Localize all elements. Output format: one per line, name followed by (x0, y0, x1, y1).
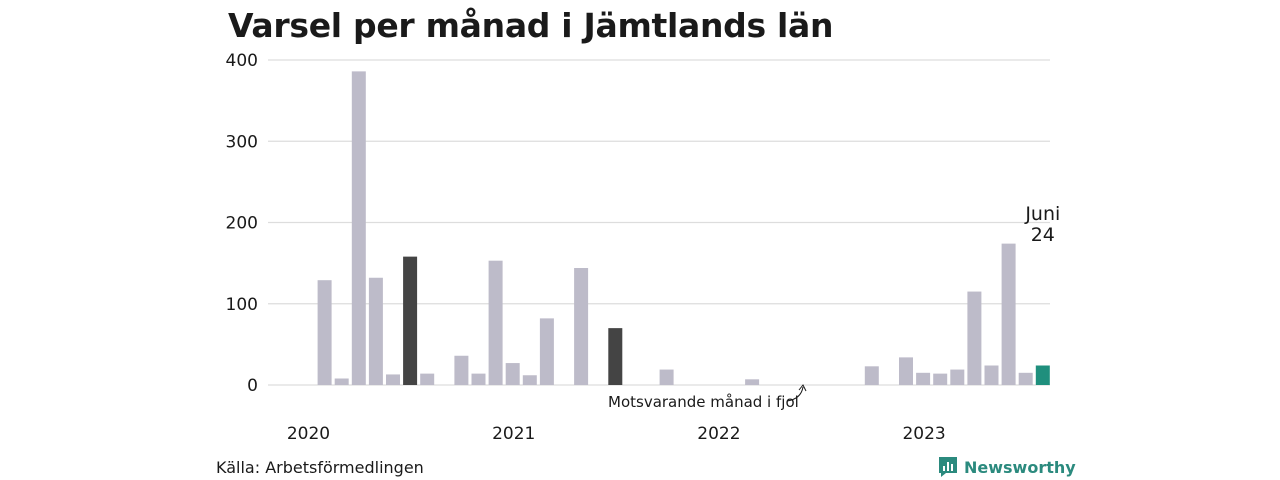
bar (351, 71, 366, 385)
bar (317, 280, 332, 385)
bar (899, 357, 913, 385)
grid-lines (268, 59, 1050, 386)
y-tick-label: 300 (226, 132, 258, 152)
bar (967, 291, 982, 385)
bar (933, 373, 948, 385)
bar (539, 318, 554, 385)
bar (950, 369, 965, 385)
bar (488, 260, 503, 385)
y-tick-label: 100 (226, 295, 258, 315)
bar (1001, 243, 1016, 385)
y-axis-ticks: 0 100 200 300 400 (226, 51, 258, 396)
y-tick-label: 400 (226, 51, 258, 71)
bar (659, 369, 674, 385)
same-month-note: Motsvarande månad i fjol (608, 393, 799, 411)
year-label: 2021 (492, 424, 535, 444)
bar (1035, 365, 1050, 385)
bar (386, 374, 400, 385)
current-value-label: 24 (1031, 224, 1055, 246)
bar (916, 372, 931, 385)
bar (1018, 372, 1033, 385)
bar (745, 379, 760, 385)
y-tick-label: 200 (226, 214, 258, 234)
bar (608, 328, 623, 385)
bar (574, 268, 589, 385)
source-note: Källa: Arbetsförmedlingen (216, 458, 424, 477)
bar (403, 256, 418, 385)
bar (420, 373, 435, 385)
y-tick-label: 0 (247, 376, 258, 396)
year-label: 2020 (287, 424, 330, 444)
year-label: 2022 (697, 424, 740, 444)
bar (864, 366, 879, 385)
bars (317, 71, 1050, 385)
bar (368, 277, 383, 385)
annotation-arrow (786, 386, 804, 402)
brand-name: Newsworthy (964, 457, 1076, 477)
brand-logo: Newsworthy (938, 456, 1076, 478)
current-month-label: Juni (1024, 203, 1060, 225)
year-label: 2023 (902, 424, 945, 444)
newsworthy-icon (939, 457, 957, 477)
bar (984, 365, 999, 385)
year-labels: 2020 2021 2022 2023 (287, 424, 946, 444)
bar (522, 375, 537, 385)
chart-title: Varsel per månad i Jämtlands län (228, 6, 834, 45)
arrow-head (798, 384, 807, 392)
bar (505, 363, 520, 385)
bar (454, 355, 469, 385)
bar (334, 378, 349, 385)
bar (471, 373, 486, 385)
